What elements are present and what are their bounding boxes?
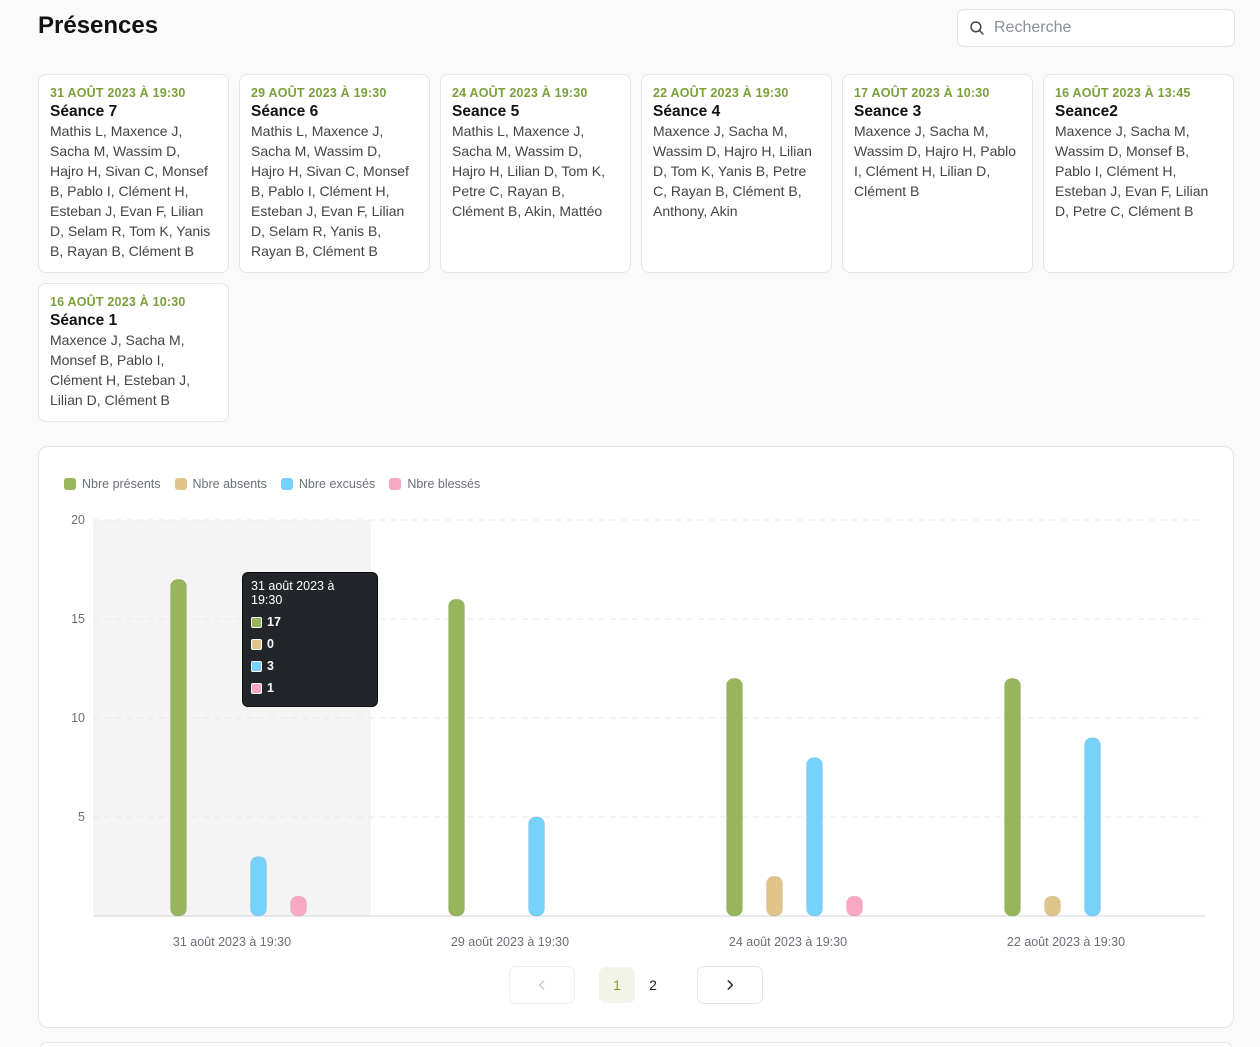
legend-label: Nbre présents	[82, 477, 161, 491]
session-title: Séance 1	[50, 312, 118, 329]
legend-label: Nbre excusés	[298, 477, 376, 491]
y-tick-label: 5	[78, 810, 85, 824]
legend-swatch	[174, 478, 187, 490]
session-attendees: Maxence J, Sacha M, Wassim D, Monsef B, …	[1055, 123, 1209, 219]
tooltip-swatch	[251, 616, 262, 628]
chart-tooltip: 31 août 2023 à 19:30 17 0 3 1	[242, 572, 378, 707]
secondary-panel	[38, 1042, 1234, 1047]
bar	[846, 895, 863, 917]
session-attendees: Maxence J, Sacha M, Wassim D, Hajro H, P…	[854, 123, 1017, 199]
legend-swatch	[280, 478, 293, 490]
tooltip-value: 1	[267, 681, 274, 695]
chevron-right-icon	[727, 980, 734, 990]
chevron-left-icon	[538, 980, 545, 990]
tooltip-swatch	[251, 682, 262, 694]
bar	[528, 816, 545, 917]
session-attendees: Mathis L, Maxence J, Sacha M, Wassim D, …	[251, 123, 409, 259]
session-card[interactable]: 16 août 2023 à 10:30 Séance 1 Maxence J, S…	[38, 283, 229, 422]
session-card[interactable]: 31 août 2023 à 19:30 Séance 7 Mathis L, Ma…	[38, 74, 229, 273]
bar	[448, 598, 465, 917]
chart-legend: Nbre présents Nbre absents Nbre excusés Nbr…	[64, 477, 480, 491]
session-date: 16 août 2023 à 13:45	[1055, 86, 1191, 100]
session-card[interactable]: 16 août 2023 à 13:45 Seance2 Maxence J, Sa…	[1043, 74, 1234, 273]
y-tick-label: 15	[71, 612, 85, 626]
tooltip-row: 0	[251, 633, 369, 655]
session-title: Séance 4	[653, 103, 721, 120]
legend-swatch	[389, 478, 402, 490]
session-title: Seance 3	[854, 103, 922, 120]
bar	[1004, 678, 1021, 917]
attendance-chart-panel: 5 10 15 20 31 août 2023 à 19:30 29 août 2023 …	[38, 446, 1234, 1028]
x-tick-label: 29 août 2023 à 19:30	[451, 935, 569, 949]
page-1-button[interactable]: 1	[599, 967, 635, 1003]
legend-label: Nbre absents	[192, 477, 267, 491]
legend-swatch	[64, 478, 76, 490]
legend-item[interactable]: Nbre présents	[64, 477, 161, 491]
session-title: Seance2	[1055, 103, 1118, 120]
search-icon	[970, 21, 984, 35]
bar	[290, 895, 307, 917]
session-card[interactable]: 22 août 2023 à 19:30 Séance 4 Maxence J, S…	[641, 74, 832, 273]
bar	[250, 856, 267, 917]
bar	[806, 757, 823, 917]
session-title: Séance 7	[50, 103, 118, 120]
session-date: 16 août 2023 à 10:30	[50, 295, 186, 309]
legend-label: Nbre blessés	[407, 477, 481, 491]
session-date: 29 août 2023 à 19:30	[251, 86, 387, 100]
page-2-button[interactable]: 2	[649, 977, 657, 993]
bar	[170, 579, 187, 917]
tooltip-row: 3	[251, 655, 369, 677]
session-title: Séance 6	[251, 103, 319, 120]
bar	[1084, 737, 1101, 917]
y-tick-label: 20	[71, 513, 85, 527]
search-box[interactable]	[957, 9, 1235, 47]
previous-page-button[interactable]	[509, 966, 575, 1004]
session-date: 22 août 2023 à 19:30	[653, 86, 789, 100]
tooltip-title: 31 août 2023 à 19:30	[251, 579, 335, 607]
tooltip-swatch	[251, 660, 262, 672]
session-attendees: Maxence J, Sacha M, Monsef B, Pablo I, C…	[50, 332, 191, 408]
pagination: 1 2	[509, 966, 763, 1004]
session-card[interactable]: 24 août 2023 à 19:30 Seance 5 Mathis L, Ma…	[440, 74, 631, 273]
session-attendees: Mathis L, Maxence J, Sacha M, Wassim D, …	[50, 123, 211, 259]
bar	[1044, 895, 1061, 917]
bar	[766, 876, 783, 917]
legend-item[interactable]: Nbre excusés	[280, 477, 376, 491]
x-tick-label: 31 août 2023 à 19:30	[173, 935, 291, 949]
session-date: 17 août 2023 à 10:30	[854, 86, 990, 100]
search-input[interactable]	[994, 19, 1224, 37]
session-title: Seance 5	[452, 103, 520, 120]
session-date: 24 août 2023 à 19:30	[452, 86, 588, 100]
tooltip-value: 0	[267, 637, 274, 651]
tooltip-row: 17	[251, 611, 369, 633]
legend-item[interactable]: Nbre blessés	[389, 477, 480, 491]
x-tick-label: 24 août 2023 à 19:30	[729, 935, 847, 949]
session-attendees: Mathis L, Maxence J, Sacha M, Wassim D, …	[452, 123, 606, 219]
next-page-button[interactable]	[697, 966, 763, 1004]
bar	[726, 678, 743, 917]
legend-item[interactable]: Nbre absents	[174, 477, 267, 491]
tooltip-row: 1	[251, 677, 369, 699]
session-attendees: Maxence J, Sacha M, Wassim D, Hajro H, L…	[653, 123, 812, 219]
tooltip-value: 17	[267, 615, 281, 629]
y-tick-label: 10	[71, 711, 85, 725]
session-date: 31 août 2023 à 19:30	[50, 86, 186, 100]
page-title: Présences	[38, 12, 159, 39]
tooltip-swatch	[251, 638, 262, 650]
tooltip-value: 3	[267, 659, 274, 673]
session-card[interactable]: 29 août 2023 à 19:30 Séance 6 Mathis L, Ma…	[239, 74, 430, 273]
x-tick-label: 22 août 2023 à 19:30	[1007, 935, 1125, 949]
session-card[interactable]: 17 août 2023 à 10:30 Seance 3 Maxence J, S…	[842, 74, 1033, 273]
